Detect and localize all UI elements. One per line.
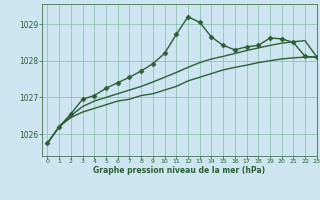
X-axis label: Graphe pression niveau de la mer (hPa): Graphe pression niveau de la mer (hPa) bbox=[93, 166, 265, 175]
